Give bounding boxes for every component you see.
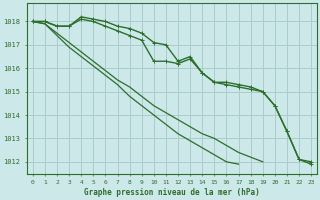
X-axis label: Graphe pression niveau de la mer (hPa): Graphe pression niveau de la mer (hPa) [84,188,260,197]
